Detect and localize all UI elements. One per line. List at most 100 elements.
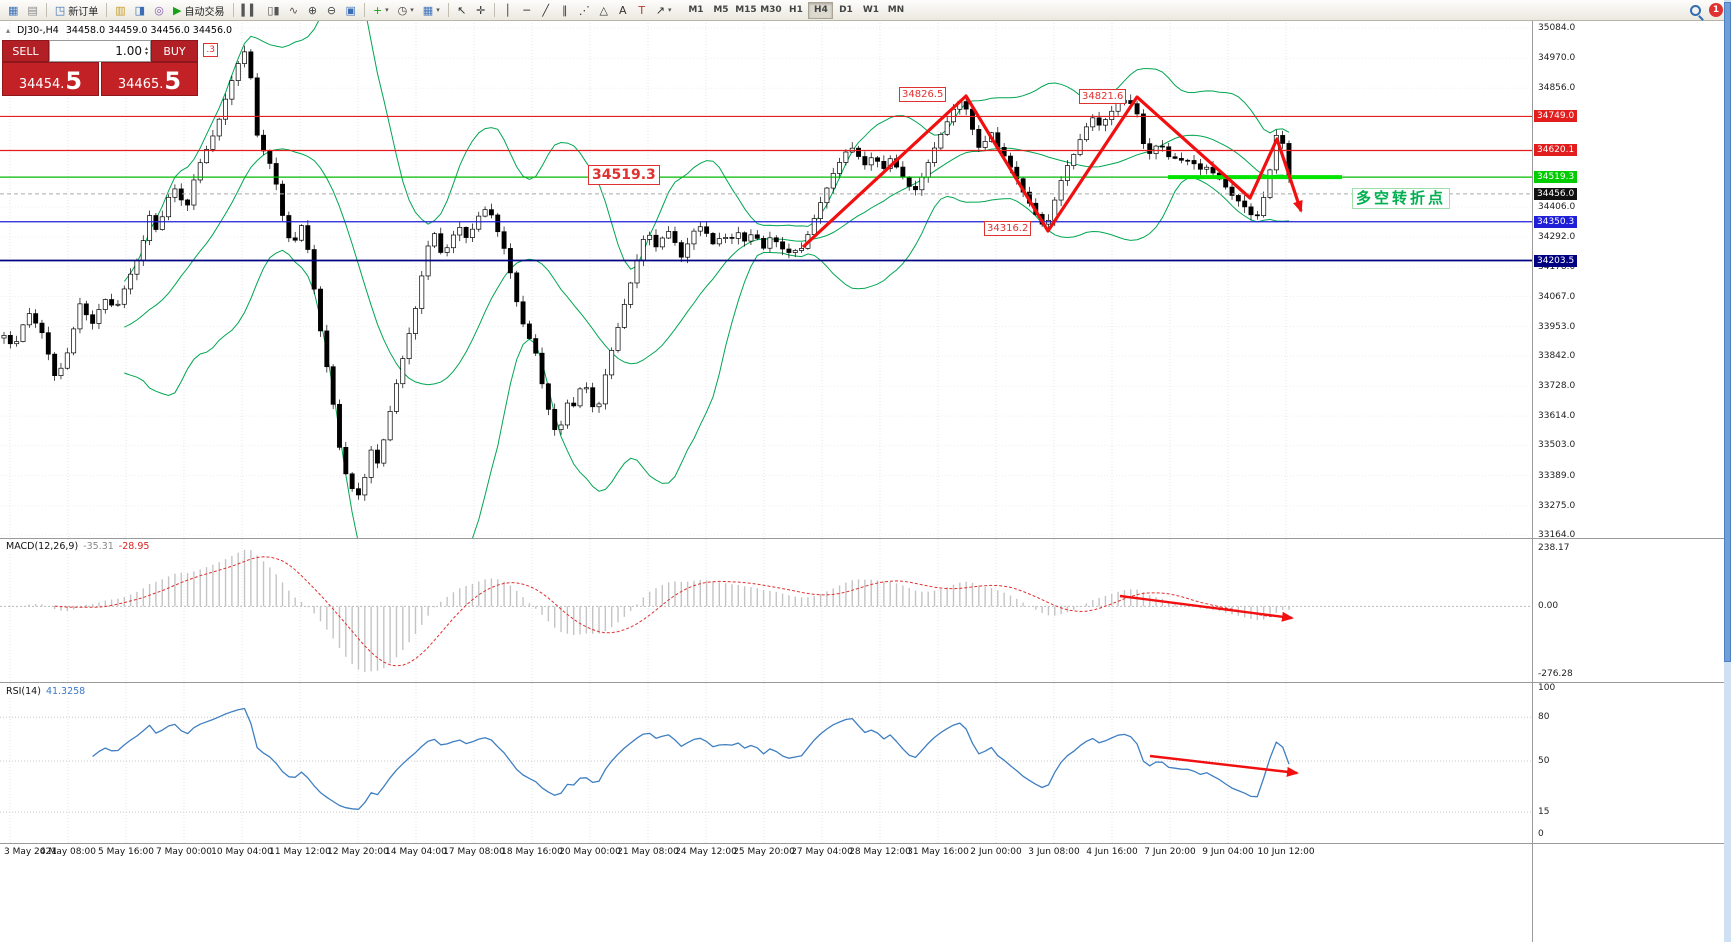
trend-zigzag-arrow[interactable] xyxy=(801,94,1303,249)
cursor-icon[interactable]: ↖ xyxy=(453,2,471,19)
timeframe-m5-button[interactable]: M5 xyxy=(713,5,729,15)
rsi-tick-label: 50 xyxy=(1538,756,1550,766)
price-level-chip: 34620.1 xyxy=(1534,144,1578,157)
arrows-tool-icon[interactable]: ↗ ▾ xyxy=(652,2,676,19)
rsi-trend-arrow[interactable] xyxy=(1149,754,1299,777)
text-tool-icon[interactable]: A xyxy=(614,2,632,19)
trendline-tool-icon-glyph: ╱ xyxy=(542,3,550,17)
vertical-scrollbar[interactable] xyxy=(1724,0,1731,942)
macd-trend-arrow[interactable] xyxy=(1119,594,1294,622)
new-chart-icon-glyph: ▦ xyxy=(8,3,19,17)
timeframe-h4-button[interactable]: H4 xyxy=(808,1,834,19)
spread-badge: .3 xyxy=(203,43,218,57)
horizontal-level-lines[interactable] xyxy=(0,115,1532,262)
bar-chart-icon-glyph: ▍▍ xyxy=(241,3,259,17)
time-tick-label: 2 Jun 00:00 xyxy=(970,847,1022,857)
dropdown-caret-icon: ▾ xyxy=(667,6,672,14)
channel-tool-icon-glyph: ∥ xyxy=(561,3,568,17)
price-tick-label: 35084.0 xyxy=(1538,23,1576,33)
lot-size-input[interactable]: 1.00 ▴ ▾ xyxy=(49,40,151,62)
data-window-icon[interactable]: ◨ xyxy=(131,2,149,19)
navigator-icon[interactable]: ◎ xyxy=(150,2,168,19)
rsi-tick-label: 80 xyxy=(1538,712,1550,723)
notification-badge[interactable]: 1 xyxy=(1709,3,1723,17)
lot-up-icon[interactable]: ▴ xyxy=(144,45,148,52)
price-tick-label: 33275.0 xyxy=(1538,500,1576,511)
time-axis: 3 May 2021 4 May 08:00 5 May 16:00 7 May 00… xyxy=(0,844,1532,860)
symbol-name: DJ30-,H4 xyxy=(17,25,59,36)
tile-windows-icon[interactable]: ▣ xyxy=(342,2,360,19)
timeframe-m30-button[interactable]: M30 xyxy=(760,5,782,15)
timeframe-mn-button[interactable]: MN xyxy=(887,5,905,15)
toolbar-separator xyxy=(447,3,449,17)
timeframe-m15-button[interactable]: M15 xyxy=(735,5,757,15)
chart-window-icon: ▴ xyxy=(6,26,11,35)
timeframe-m1-button[interactable]: M1 xyxy=(688,5,704,15)
macd-panel[interactable] xyxy=(0,539,1532,682)
price-chart-svg xyxy=(0,0,1532,581)
timeframe-d1-button[interactable]: D1 xyxy=(839,5,853,15)
line-chart-icon[interactable]: ∿ xyxy=(285,2,303,19)
market-watch-icon-glyph: ▥ xyxy=(115,3,126,17)
timeframe-w1-button[interactable]: W1 xyxy=(862,5,880,15)
fibonacci-tool-icon[interactable]: ⋰ xyxy=(575,2,594,19)
lot-spinner[interactable]: ▴ ▾ xyxy=(144,45,148,57)
price-chart-panel[interactable] xyxy=(0,0,1532,581)
price-tick-label: 33728.0 xyxy=(1538,381,1576,392)
bar-chart-icon[interactable]: ▍▍ xyxy=(238,2,263,19)
indicators-button[interactable]: + ▾ xyxy=(369,2,393,19)
rsi-panel[interactable] xyxy=(0,683,1532,843)
price-level-chip: 34456.0 xyxy=(1534,187,1578,200)
chart-profiles-icon[interactable]: ▤ xyxy=(23,2,41,19)
price-tick-label: 34970.0 xyxy=(1538,53,1576,64)
cursor-icon-glyph: ↖ xyxy=(457,3,467,17)
buy-button[interactable]: BUY xyxy=(151,40,198,62)
panel-resize-handle[interactable] xyxy=(0,682,1731,683)
vline-tool-icon[interactable]: │ xyxy=(499,2,517,19)
trendline-tool-icon[interactable]: ╱ xyxy=(537,2,555,19)
support-segment[interactable] xyxy=(1168,175,1342,180)
autotrade-button[interactable]: ▶ 自动交易 xyxy=(169,2,228,19)
new-order-button-glyph: ◳ xyxy=(54,3,66,17)
label-tool-icon[interactable]: T xyxy=(633,2,651,19)
lot-down-icon[interactable]: ▾ xyxy=(144,50,148,57)
zoom-in-icon[interactable]: ⊕ xyxy=(304,2,322,19)
price-tick-label: 33503.0 xyxy=(1538,440,1576,451)
scrollbar-thumb[interactable] xyxy=(1724,2,1731,662)
time-tick-label: 10 Jun 12:00 xyxy=(1257,847,1315,857)
crosshair-icon[interactable]: ✛ xyxy=(472,2,490,19)
panel-resize-handle[interactable] xyxy=(0,538,1731,539)
shapes-tool-icon-glyph: △ xyxy=(599,3,608,17)
market-watch-icon[interactable]: ▥ xyxy=(111,2,129,19)
templates-button[interactable]: ▦ ▾ xyxy=(419,2,444,19)
time-tick-label: 28 May 12:00 xyxy=(849,847,911,857)
price-tick-label: 33389.0 xyxy=(1538,470,1576,481)
tile-windows-icon-glyph: ▣ xyxy=(345,3,356,17)
macd-label: MACD(12,26,9) -35.31 -28.95 xyxy=(4,541,152,552)
new-chart-icon[interactable]: ▦ xyxy=(4,2,22,19)
rsi-tick-label: 100 xyxy=(1538,683,1556,693)
timeframe-h1-button[interactable]: H1 xyxy=(789,5,803,15)
sell-button[interactable]: SELL xyxy=(2,40,49,62)
sell-price[interactable]: 34454. 5 xyxy=(2,62,99,96)
candlestick-icon-glyph: ▯▮ xyxy=(267,3,280,17)
shapes-tool-icon[interactable]: △ xyxy=(595,2,613,19)
toolbar-separator xyxy=(363,3,365,17)
time-tick-label: 3 Jun 08:00 xyxy=(1028,847,1080,857)
autotrade-button-label: 自动交易 xyxy=(184,6,225,18)
buy-price[interactable]: 34465. 5 xyxy=(101,62,198,96)
time-tick-label: 10 May 04:00 xyxy=(211,847,273,857)
hline-tool-icon[interactable]: ─ xyxy=(518,2,536,19)
channel-tool-icon[interactable]: ∥ xyxy=(556,2,574,19)
price-tick-label: 34178.0 xyxy=(1538,262,1576,273)
toolbar-separator xyxy=(493,3,495,17)
periods-button[interactable]: ◷ ▾ xyxy=(394,2,418,19)
search-icon[interactable] xyxy=(1690,4,1701,16)
zoom-out-icon[interactable]: ⊖ xyxy=(323,2,341,19)
new-order-button[interactable]: ◳ 新订单 xyxy=(51,2,102,19)
rsi-tick-label: 0 xyxy=(1538,829,1544,839)
time-tick-label: 11 May 12:00 xyxy=(269,847,331,857)
candlestick-icon[interactable]: ▯▮ xyxy=(263,2,283,19)
price-tick-label: 33842.0 xyxy=(1538,350,1576,361)
